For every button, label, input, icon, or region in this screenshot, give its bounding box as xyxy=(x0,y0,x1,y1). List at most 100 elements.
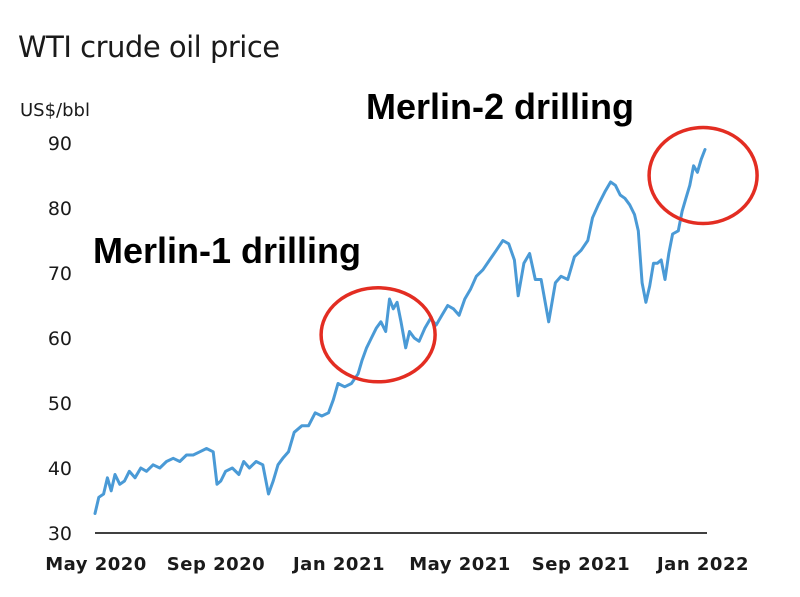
data-point-1 xyxy=(98,496,100,498)
x-tick-label-3: May 2021 xyxy=(409,554,511,575)
annotation-merlin-2: Merlin-2 drilling xyxy=(366,86,635,127)
data-point-31 xyxy=(267,493,270,495)
data-point-7 xyxy=(123,480,126,482)
data-point-70 xyxy=(475,275,477,277)
data-point-67 xyxy=(458,314,460,316)
data-point-43 xyxy=(337,382,339,385)
data-point-97 xyxy=(633,213,636,216)
data-point-57 xyxy=(405,347,407,349)
data-point-40 xyxy=(321,415,323,417)
data-point-64 xyxy=(441,314,443,316)
data-point-34 xyxy=(282,457,284,459)
data-point-106 xyxy=(668,252,670,255)
data-point-95 xyxy=(624,197,626,199)
annotation-circle-1 xyxy=(319,286,437,384)
data-point-45 xyxy=(350,382,352,385)
data-point-30 xyxy=(262,464,264,466)
data-point-11 xyxy=(145,470,148,472)
data-point-36 xyxy=(293,431,295,433)
data-point-55 xyxy=(396,301,398,303)
data-point-100 xyxy=(645,301,647,303)
data-point-17 xyxy=(185,454,188,456)
data-point-59 xyxy=(413,337,415,339)
data-point-46 xyxy=(357,373,359,375)
data-point-87 xyxy=(580,249,582,251)
data-point-38 xyxy=(307,425,310,427)
data-point-48 xyxy=(366,347,368,349)
data-point-13 xyxy=(159,467,161,469)
data-point-78 xyxy=(523,262,525,264)
data-point-73 xyxy=(495,249,497,251)
x-tick-label-5: Jan 2022 xyxy=(655,554,749,575)
data-point-49 xyxy=(370,337,372,339)
x-tick-label-2: Jan 2021 xyxy=(291,554,385,575)
data-point-29 xyxy=(255,460,257,463)
data-point-111 xyxy=(689,184,691,186)
data-point-92 xyxy=(610,181,612,183)
data-point-54 xyxy=(392,308,394,310)
data-point-74 xyxy=(502,239,504,242)
data-point-9 xyxy=(134,477,136,479)
data-point-14 xyxy=(165,460,168,463)
chart-title: WTI crude oil price xyxy=(18,30,280,64)
data-point-114 xyxy=(700,158,702,160)
y-tick-label-60: 60 xyxy=(48,328,72,350)
data-point-41 xyxy=(327,412,330,414)
y-tick-label-40: 40 xyxy=(48,458,72,480)
data-point-44 xyxy=(344,386,346,388)
data-point-39 xyxy=(314,412,316,414)
y-axis-unit-label: US$/bbl xyxy=(20,100,90,121)
data-point-6 xyxy=(119,483,121,485)
data-point-103 xyxy=(656,262,658,264)
annotation-merlin-1: Merlin-1 drilling xyxy=(93,230,362,271)
data-point-68 xyxy=(464,298,466,300)
data-point-25 xyxy=(231,467,233,469)
data-point-12 xyxy=(152,464,154,466)
data-point-3 xyxy=(106,477,108,479)
data-point-82 xyxy=(548,321,550,323)
data-point-15 xyxy=(172,457,174,459)
data-point-60 xyxy=(418,340,420,342)
data-point-108 xyxy=(677,230,679,232)
data-point-35 xyxy=(287,451,290,453)
data-point-61 xyxy=(424,327,426,329)
data-point-26 xyxy=(238,473,240,476)
data-point-28 xyxy=(248,467,250,469)
data-point-56 xyxy=(400,321,402,323)
data-point-93 xyxy=(614,184,617,186)
data-point-52 xyxy=(385,330,387,333)
data-point-79 xyxy=(529,252,531,255)
data-point-5 xyxy=(114,473,116,476)
data-point-16 xyxy=(179,460,181,463)
data-point-24 xyxy=(225,470,227,472)
data-point-2 xyxy=(103,493,105,495)
data-point-102 xyxy=(652,262,655,264)
data-point-110 xyxy=(685,197,687,199)
data-point-63 xyxy=(435,324,437,326)
data-point-90 xyxy=(597,204,599,206)
y-tick-label-70: 70 xyxy=(48,263,72,285)
data-point-104 xyxy=(660,259,662,261)
data-point-113 xyxy=(696,171,699,173)
data-point-32 xyxy=(272,480,274,482)
y-tick-label-50: 50 xyxy=(48,393,72,415)
data-point-77 xyxy=(517,295,519,297)
data-point-37 xyxy=(301,425,303,427)
data-point-27 xyxy=(243,460,245,463)
data-point-80 xyxy=(534,278,536,281)
data-point-85 xyxy=(567,278,569,281)
data-point-89 xyxy=(591,217,594,219)
data-point-33 xyxy=(277,464,279,466)
y-tick-label-90: 90 xyxy=(48,133,72,155)
data-point-18 xyxy=(192,454,194,456)
data-point-96 xyxy=(629,204,631,206)
data-point-84 xyxy=(560,275,562,277)
annotation-circle-2 xyxy=(647,125,759,226)
data-point-10 xyxy=(140,467,142,469)
data-point-94 xyxy=(619,194,621,196)
data-point-53 xyxy=(388,298,391,300)
data-point-42 xyxy=(332,399,334,401)
data-point-47 xyxy=(361,360,363,362)
data-point-115 xyxy=(704,148,706,151)
